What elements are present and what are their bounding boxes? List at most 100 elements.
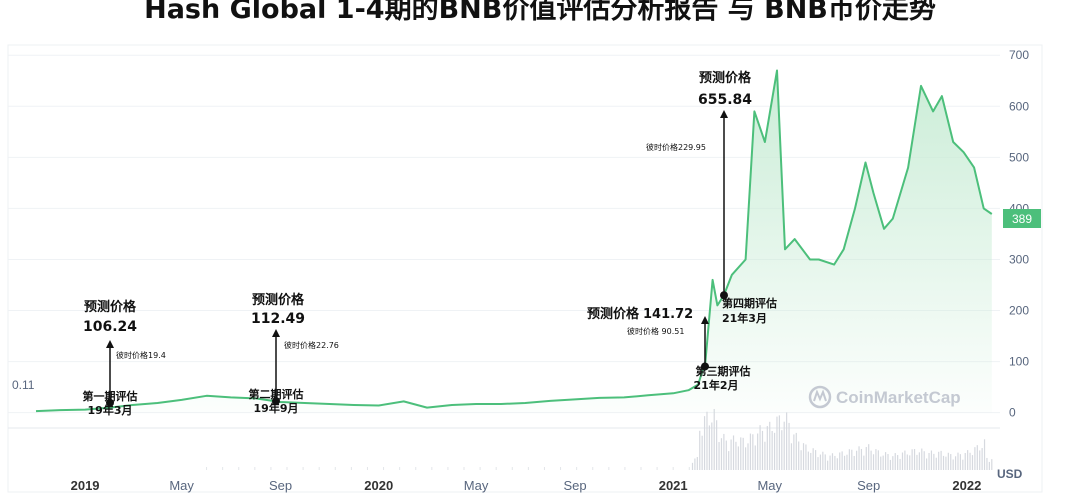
volume-bar [945, 456, 947, 470]
y-unit-label: USD [997, 467, 1023, 481]
volume-bar [725, 440, 727, 470]
y-tick-label: 500 [1009, 150, 1029, 164]
volume-bar [254, 467, 256, 470]
volume-bar [759, 425, 761, 470]
volume-bar [766, 426, 768, 470]
volume-bar [986, 457, 988, 470]
volume-bar [981, 448, 983, 470]
volume-bar [843, 455, 846, 470]
volume-bar [238, 467, 240, 470]
volume-bar [730, 439, 732, 470]
volume-bar [877, 450, 879, 470]
forecast-label: 预测价格 [699, 70, 752, 86]
coinmarketcap-logo-icon [808, 385, 832, 409]
volume-bar [865, 447, 867, 470]
volume-bar [527, 467, 529, 470]
volume-bar [222, 467, 224, 470]
volume-bar [983, 439, 986, 470]
volume-bar [947, 452, 949, 470]
volume-bar [786, 412, 788, 470]
watermark-text: CoinMarketCap [836, 388, 961, 407]
volume-bar [923, 451, 925, 470]
volume-bar [798, 441, 800, 470]
price-line [35, 69, 993, 413]
volume-bar [916, 454, 918, 470]
forecast-value: 112.49 [251, 311, 305, 327]
volume-bar [640, 467, 642, 470]
volume-bar [851, 449, 853, 470]
volume-bar [742, 437, 744, 470]
volume-bar [841, 451, 843, 470]
volume-bar [817, 457, 819, 470]
y-tick-label: 300 [1009, 252, 1029, 266]
phase-label: 第四期评估 [722, 296, 777, 310]
volume-bar [716, 420, 718, 470]
volume-bar [909, 455, 911, 470]
volume-bar [701, 435, 703, 470]
volume-bar [810, 452, 812, 470]
volume-bar [769, 421, 771, 470]
volume-bar [800, 450, 802, 470]
volume-bar [790, 443, 793, 470]
volume-bar [913, 449, 916, 470]
x-tick-label: Sep [269, 478, 292, 493]
volume-bar [836, 458, 838, 470]
volume-bar [463, 467, 465, 470]
period-label: 19年3月 [88, 403, 133, 417]
volume-bar [656, 467, 658, 470]
volume-bar [447, 467, 449, 470]
forecast-label: 预测价格 [84, 299, 137, 315]
volume-bar [827, 460, 829, 470]
volume-bar [747, 443, 749, 470]
current-price-badge [1003, 209, 1041, 228]
volume-bar [576, 467, 578, 470]
volume-bar [971, 455, 974, 470]
volume-bar [691, 462, 694, 470]
volume-bar [543, 467, 545, 470]
volume-bar [720, 438, 723, 470]
volume-bar [302, 467, 304, 470]
volume-bar [814, 450, 817, 470]
volume-bar [795, 432, 797, 470]
volume-bar [511, 467, 513, 470]
x-axis: 2019 May Sep 2020 May Sep 2021 May Sep 2022 [71, 478, 982, 493]
y-start-label: 0.11 [12, 378, 35, 392]
volume-bar [962, 459, 964, 470]
volume-bar [773, 432, 776, 470]
y-tick-label: 100 [1009, 355, 1029, 369]
volume-bar [969, 452, 971, 470]
volume-bar [672, 467, 674, 470]
volume-bar [737, 446, 739, 470]
coinmarketcap-logo-mark [813, 389, 827, 402]
price-then: 彼时价格19.4 [116, 350, 166, 360]
volume-bar [860, 448, 863, 470]
volume-bar [735, 441, 737, 470]
y-tick-label: 700 [1009, 48, 1029, 62]
volume-bar [744, 447, 747, 470]
forecast-value: 141.72 [643, 307, 693, 322]
volume-bar [911, 449, 913, 470]
volume-bar [894, 453, 896, 470]
volume-bar [383, 467, 385, 470]
volume-bar [718, 442, 720, 470]
volume-bar [954, 456, 957, 470]
period-label: 19年9月 [254, 401, 299, 415]
volume-bar [988, 461, 990, 470]
volume-bar [206, 467, 208, 470]
volume-bar [819, 454, 822, 470]
volume-bar [964, 453, 966, 470]
volume-bar [880, 456, 882, 470]
volume-bar [901, 452, 904, 470]
volume-bar [950, 454, 952, 470]
arrow-head-icon [720, 110, 728, 118]
forecast-label: 预测价格 [252, 292, 305, 308]
period-label: 21年3月 [722, 311, 767, 325]
volume-bars [206, 408, 993, 470]
phase-label: 第一期评估 [83, 389, 138, 403]
volume-bar [829, 455, 831, 470]
x-tick-label: May [757, 478, 782, 493]
evaluation-point [106, 398, 114, 407]
volume-bar [872, 454, 875, 470]
